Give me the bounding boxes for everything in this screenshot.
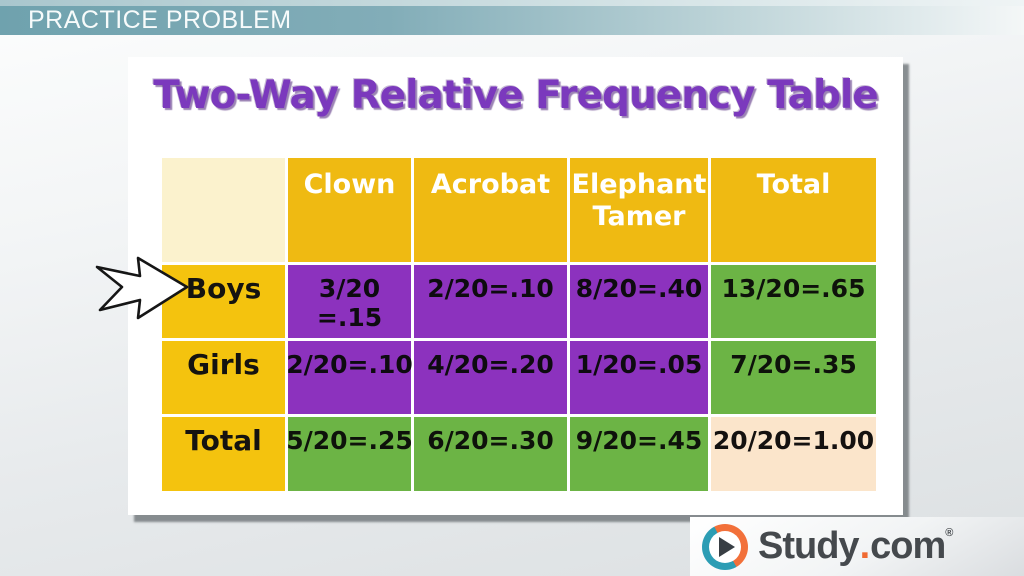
table-corner-cell [162,158,285,262]
column-header-clown: Clown [288,158,411,262]
slide-title: Two-Way Relative Frequency Table [153,73,878,118]
play-triangle-icon [719,536,735,557]
registered-mark: ® [945,527,954,539]
table-cell-total-acrobat: 6/20=.30 [414,417,567,491]
table-cell-girls-acrobat: 4/20=.20 [414,341,567,414]
table-cell-total-clown: 5/20=.25 [286,417,413,491]
column-header-elephant-tamer: Elephant Tamer [570,158,708,262]
logo-brand: Study [758,525,860,567]
table-cell-boys-total: 13/20=.65 [711,265,876,338]
studycom-logo: Study.com® [690,517,1024,576]
table-cell-boys-clown: 3/20 =.15 [288,265,411,338]
logo-dot: . [859,525,871,567]
table-cell-boys-acrobat: 2/20=.10 [414,265,567,338]
banner-label: PRACTICE PROBLEM [28,6,292,34]
pointer-arrow-icon [95,256,189,320]
banner-top-strip [0,0,1024,6]
play-icon [702,523,748,570]
frequency-table: Clown Acrobat Elephant Tamer Total Boys … [162,158,876,491]
row-label-boys: Boys [162,265,285,338]
row-label-total: Total [162,417,285,491]
logo-tld: com [870,525,946,567]
table-cell-total-elephant-tamer: 9/20=.45 [570,417,708,491]
column-header-acrobat: Acrobat [414,158,567,262]
table-cell-grand-total: 20/20=1.00 [711,417,876,491]
table-cell-girls-elephant-tamer: 1/20=.05 [570,341,708,414]
practice-problem-banner: PRACTICE PROBLEM [0,6,1024,35]
table-cell-boys-elephant-tamer: 8/20=.40 [570,265,708,338]
table-cell-girls-total: 7/20=.35 [711,341,876,414]
content-card: Two-Way Relative Frequency Table Clown A… [128,57,903,515]
column-header-total: Total [711,158,876,262]
table-cell-girls-clown: 2/20=.10 [286,341,413,414]
logo-wordmark: Study.com® [758,525,953,568]
row-label-girls: Girls [162,341,285,414]
